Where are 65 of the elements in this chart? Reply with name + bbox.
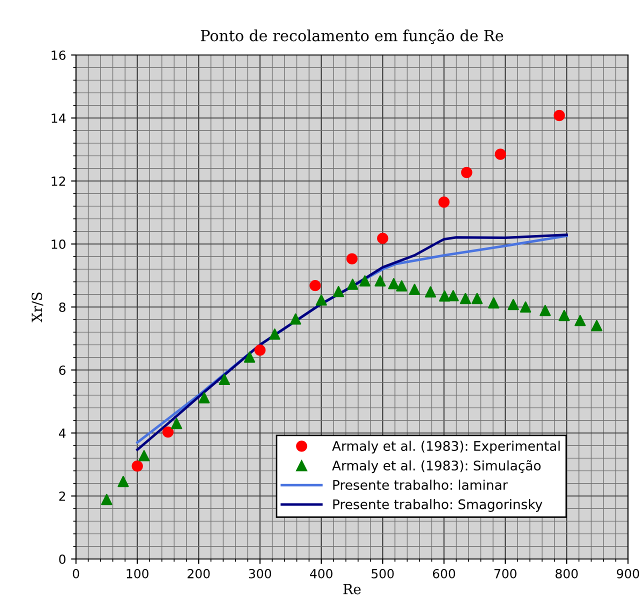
point: [554, 110, 565, 122]
point: [170, 418, 182, 430]
x-tick-label: 0: [72, 568, 80, 578]
point: [198, 392, 210, 404]
x-tick-label: 600: [432, 568, 456, 578]
point: [132, 460, 143, 472]
legend-label: Armaly et al. (1983): Simulação: [332, 460, 541, 474]
x-tick-label: 200: [188, 568, 210, 578]
point: [388, 278, 400, 290]
x-tick-label: 700: [494, 568, 516, 578]
legend-label: Presente trabalho: laminar: [333, 480, 508, 490]
point: [162, 426, 174, 438]
point: [316, 294, 327, 306]
point: [290, 313, 302, 325]
point: [377, 232, 388, 244]
chart-title: Ponto de recolamento em função de Re: [200, 29, 504, 44]
point: [558, 310, 570, 322]
point: [332, 286, 344, 298]
point: [118, 476, 129, 488]
point: [346, 253, 358, 264]
point: [508, 298, 519, 310]
point: [101, 494, 112, 506]
y-tick-label: 6: [59, 365, 66, 375]
point: [460, 292, 472, 304]
point: [448, 290, 459, 302]
point: [408, 284, 420, 295]
y-tick-label: 10: [52, 239, 66, 249]
y-tick-label: 16: [52, 50, 66, 60]
x-tick-label: 500: [372, 568, 394, 578]
point: [439, 290, 450, 302]
y-tick-label: 0: [59, 554, 66, 564]
x-tick-label: 300: [249, 568, 272, 578]
x-tick-label: 100: [126, 568, 148, 578]
point: [574, 314, 586, 326]
point: [269, 328, 280, 340]
y-tick-label: 4: [58, 428, 66, 438]
point: [244, 351, 256, 363]
point: [461, 166, 472, 178]
point: [472, 292, 483, 304]
y-tick-label: 14: [52, 114, 66, 123]
y-tick-label: 2: [59, 491, 66, 501]
x-tick-label: 900: [616, 568, 640, 578]
point: [310, 280, 321, 292]
x-axis-title: Re: [343, 584, 361, 594]
y-tick-label: 12: [52, 176, 66, 186]
point: [438, 196, 450, 208]
point: [520, 301, 532, 313]
point: [424, 286, 436, 298]
point: [138, 450, 150, 462]
legend-label: Presente trabalho: Smagorinsky: [333, 499, 542, 512]
point: [540, 304, 551, 316]
point: [359, 275, 370, 286]
point: [374, 275, 386, 286]
point: [591, 320, 602, 332]
point: [494, 148, 506, 160]
y-tick-label: 8: [59, 302, 66, 312]
x-tick-label: 400: [310, 568, 332, 578]
point: [347, 278, 358, 290]
point: [396, 280, 408, 292]
y-axis-title: Xr/S: [32, 292, 44, 322]
legend-label: Armaly et al. (1983): Experimental: [332, 440, 560, 454]
point: [254, 344, 266, 356]
x-tick-label: 800: [556, 568, 578, 578]
point: [488, 297, 500, 309]
point: [218, 374, 230, 386]
